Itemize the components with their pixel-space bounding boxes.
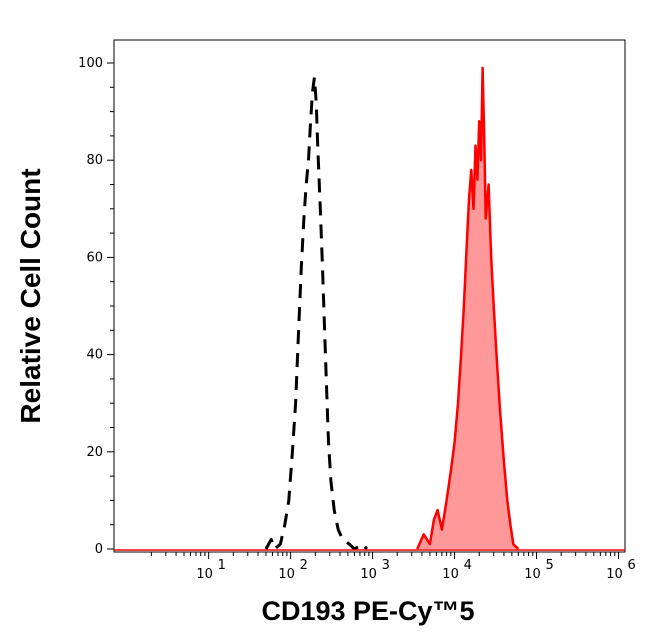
y-axis-title: Relative Cell Count [15, 168, 46, 423]
x-axis-title: CD193 PE-Cy™5 [261, 596, 474, 626]
x-tick-exponent: 6 [628, 558, 636, 573]
y-tick-label: 0 [95, 542, 103, 557]
x-tick-label: 10 [196, 567, 213, 582]
x-tick-exponent: 3 [382, 558, 390, 573]
x-tick-exponent: 2 [300, 558, 308, 573]
x-tick-label: 10 [606, 567, 623, 582]
x-tick-exponent: 1 [218, 558, 226, 573]
x-tick-label: 10 [360, 567, 377, 582]
plot-frame [113, 39, 626, 553]
y-tick-label: 40 [86, 348, 103, 363]
x-tick-label: 10 [524, 567, 541, 582]
y-tick-label: 80 [86, 153, 103, 168]
series-1-fill [417, 67, 519, 550]
series-1-line [416, 66, 520, 550]
x-tick-exponent: 4 [464, 558, 472, 573]
y-tick-label: 20 [86, 445, 103, 460]
y-tick-label: 100 [78, 56, 103, 71]
y-axis: 0 20 40 60 80 100 [78, 56, 114, 557]
series-layer [114, 66, 625, 551]
x-tick-label: 10 [442, 567, 459, 582]
series-0-line [264, 76, 368, 551]
x-tick-exponent: 5 [546, 558, 554, 573]
y-tick-label: 60 [86, 250, 103, 265]
x-axis: 10 1 10 2 10 3 10 4 10 5 10 6 [150, 552, 636, 582]
x-tick-label: 10 [278, 567, 295, 582]
